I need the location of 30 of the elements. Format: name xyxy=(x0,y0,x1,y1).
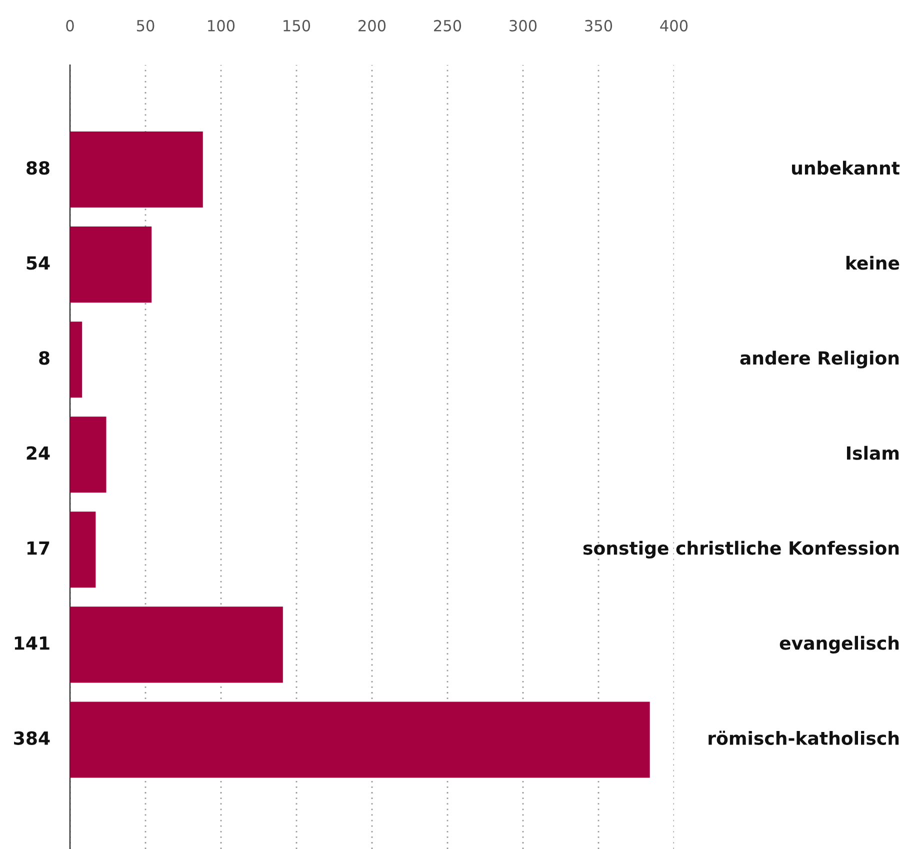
x-tick-label: 250 xyxy=(434,20,462,32)
bar xyxy=(70,322,82,398)
bar xyxy=(70,416,106,493)
data-label: 8 xyxy=(39,351,50,365)
data-label: 17 xyxy=(27,541,50,555)
y-tick-label: andere Religion xyxy=(740,350,899,368)
bar xyxy=(70,512,96,588)
data-label: 141 xyxy=(14,636,50,650)
bar xyxy=(70,226,152,303)
y-tick-label: römisch-katholisch xyxy=(708,730,899,745)
data-label: 88 xyxy=(26,161,50,175)
bar xyxy=(70,702,650,778)
x-tick-label: 0 xyxy=(66,20,74,32)
bar xyxy=(70,606,283,683)
y-tick-label: evangelisch xyxy=(780,636,899,654)
x-tick-label: 400 xyxy=(660,20,688,32)
data-label: 54 xyxy=(26,256,50,270)
y-tick-label: Islam xyxy=(847,446,899,460)
x-tick-label: 300 xyxy=(510,20,537,32)
data-label: 384 xyxy=(14,731,50,745)
data-label: 24 xyxy=(26,446,50,460)
bar xyxy=(70,132,203,208)
y-tick-label: sonstige christliche Konfession xyxy=(583,540,899,558)
x-tick-label: 50 xyxy=(136,20,154,32)
x-tick-label: 350 xyxy=(585,20,612,32)
x-tick-label: 200 xyxy=(358,20,386,32)
y-tick-label: unbekannt xyxy=(792,160,900,175)
x-tick-label: 100 xyxy=(208,20,235,32)
x-tick-label: 150 xyxy=(284,20,310,32)
y-tick-label: keine xyxy=(846,256,900,270)
